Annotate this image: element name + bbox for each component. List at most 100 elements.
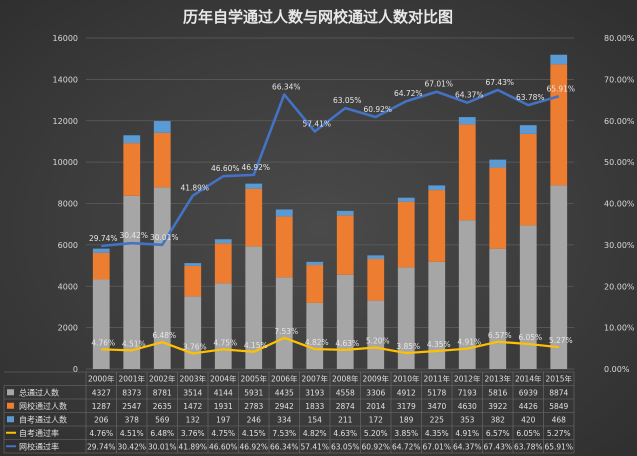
bar-selfstudy bbox=[275, 209, 293, 217]
table-cell: 132 bbox=[186, 415, 201, 424]
table-cell: 5849 bbox=[549, 402, 568, 411]
bar-total bbox=[458, 220, 476, 369]
table-cell: 2547 bbox=[122, 402, 141, 411]
data-table: 2000年 2001年 2002年 2003年 2004年 2005年 2006年 2007年… bbox=[3, 371, 575, 454]
line-self-rate bbox=[101, 336, 559, 355]
bar-series bbox=[92, 54, 568, 369]
table-cell: 4558 bbox=[336, 388, 355, 397]
table-cell: 64.72% bbox=[392, 442, 421, 451]
right-tick-label: 60.00% bbox=[604, 117, 635, 126]
data-label: 65.91% bbox=[546, 84, 575, 93]
table-cell: 8781 bbox=[153, 388, 172, 397]
axes: 0 0.00% 2000 10.00% 4000 20.00% 6000 30.00% 8000… bbox=[53, 34, 635, 374]
bar-total bbox=[336, 274, 354, 369]
table-cell: 67.43% bbox=[483, 442, 512, 451]
bar-selfstudy bbox=[336, 210, 354, 216]
table-cell: 64.37% bbox=[453, 442, 482, 451]
table-cell: 154 bbox=[308, 415, 323, 424]
category-label: 2010年 bbox=[393, 374, 420, 384]
table-cell: 2874 bbox=[336, 402, 355, 411]
table-cell: 5.27% bbox=[547, 429, 571, 438]
data-label: 3.85% bbox=[396, 342, 420, 351]
table-cell: 2635 bbox=[153, 402, 172, 411]
data-label: 29.74% bbox=[89, 234, 118, 243]
table-cell: 4426 bbox=[519, 402, 538, 411]
data-label: 63.78% bbox=[516, 93, 545, 102]
table-cell: 353 bbox=[460, 415, 475, 424]
right-tick-label: 0.00% bbox=[604, 365, 630, 374]
legend-name: 网校通过率 bbox=[19, 441, 59, 451]
category-label: 2002年 bbox=[149, 374, 176, 384]
table-cell: 67.01% bbox=[422, 442, 451, 451]
table-cell: 4144 bbox=[214, 388, 233, 397]
table-cell: 4.75% bbox=[211, 429, 235, 438]
bar-selfstudy bbox=[123, 135, 141, 144]
right-tick-label: 50.00% bbox=[604, 158, 635, 167]
bar-online bbox=[306, 265, 324, 303]
left-tick-label: 6000 bbox=[58, 241, 78, 250]
table-cell: 197 bbox=[216, 415, 231, 424]
table-cell: 46.60% bbox=[209, 442, 238, 451]
data-label: 41.89% bbox=[180, 184, 209, 193]
category-label: 2003年 bbox=[179, 374, 206, 384]
table-cell: 468 bbox=[552, 415, 567, 424]
bar-online bbox=[153, 132, 171, 188]
bar-selfstudy bbox=[214, 239, 232, 244]
table-cell: 3193 bbox=[305, 388, 324, 397]
data-label: 67.01% bbox=[424, 80, 453, 89]
bar-online bbox=[519, 133, 537, 226]
bar-online bbox=[214, 243, 232, 284]
bar-total bbox=[367, 300, 385, 369]
table-cell: 7193 bbox=[458, 388, 477, 397]
data-label: 7.53% bbox=[274, 327, 298, 336]
data-label: 6.57% bbox=[488, 331, 512, 340]
left-tick-label: 12000 bbox=[53, 117, 78, 126]
table-cell: 41.89% bbox=[178, 442, 207, 451]
data-label: 4.35% bbox=[427, 340, 451, 349]
table-cell: 1287 bbox=[92, 402, 111, 411]
data-label: 30.01% bbox=[150, 233, 179, 242]
bar-online bbox=[92, 252, 110, 280]
line-online-rate bbox=[101, 88, 560, 248]
data-label: 4.63% bbox=[335, 339, 359, 348]
bar-selfstudy bbox=[397, 197, 415, 202]
bar-online bbox=[428, 190, 446, 262]
data-label: 4.51% bbox=[122, 339, 146, 348]
category-label: 2000年 bbox=[88, 374, 115, 384]
left-tick-label: 10000 bbox=[53, 158, 78, 167]
table-cell: 246 bbox=[247, 415, 262, 424]
table-cell: 3306 bbox=[366, 388, 385, 397]
table-cell: 63.78% bbox=[514, 442, 543, 451]
category-label: 2009年 bbox=[362, 374, 389, 384]
bar-selfstudy bbox=[428, 185, 446, 191]
bar-total bbox=[92, 279, 110, 369]
table-cell: 8874 bbox=[549, 388, 568, 397]
bar-total bbox=[550, 185, 568, 369]
category-label: 2007年 bbox=[301, 374, 328, 384]
data-label: 4.91% bbox=[457, 338, 481, 347]
bar-selfstudy bbox=[153, 121, 171, 133]
data-label: 60.92% bbox=[363, 105, 392, 114]
right-tick-label: 10.00% bbox=[604, 324, 635, 333]
bar-total bbox=[306, 302, 324, 369]
table-cell: 382 bbox=[491, 415, 506, 424]
table-cell: 46.92% bbox=[239, 442, 268, 451]
data-label: 46.92% bbox=[241, 163, 270, 172]
bar-total bbox=[428, 261, 446, 369]
bar-total bbox=[184, 296, 202, 369]
right-tick-label: 70.00% bbox=[604, 75, 635, 84]
right-tick-label: 20.00% bbox=[604, 282, 635, 291]
table-cell: 4.15% bbox=[242, 429, 266, 438]
data-label: 4.75% bbox=[213, 338, 237, 347]
data-label: 30.42% bbox=[119, 231, 148, 240]
table-cell: 2014 bbox=[366, 402, 385, 411]
category-label: 2008年 bbox=[332, 374, 359, 384]
bar-online bbox=[275, 216, 293, 278]
table-cell: 420 bbox=[521, 415, 536, 424]
bar-selfstudy bbox=[367, 255, 385, 259]
table-cell: 334 bbox=[277, 415, 292, 424]
table-cell: 3514 bbox=[183, 388, 202, 397]
table-cell: 6.48% bbox=[150, 429, 174, 438]
table-cell: 3179 bbox=[397, 402, 416, 411]
